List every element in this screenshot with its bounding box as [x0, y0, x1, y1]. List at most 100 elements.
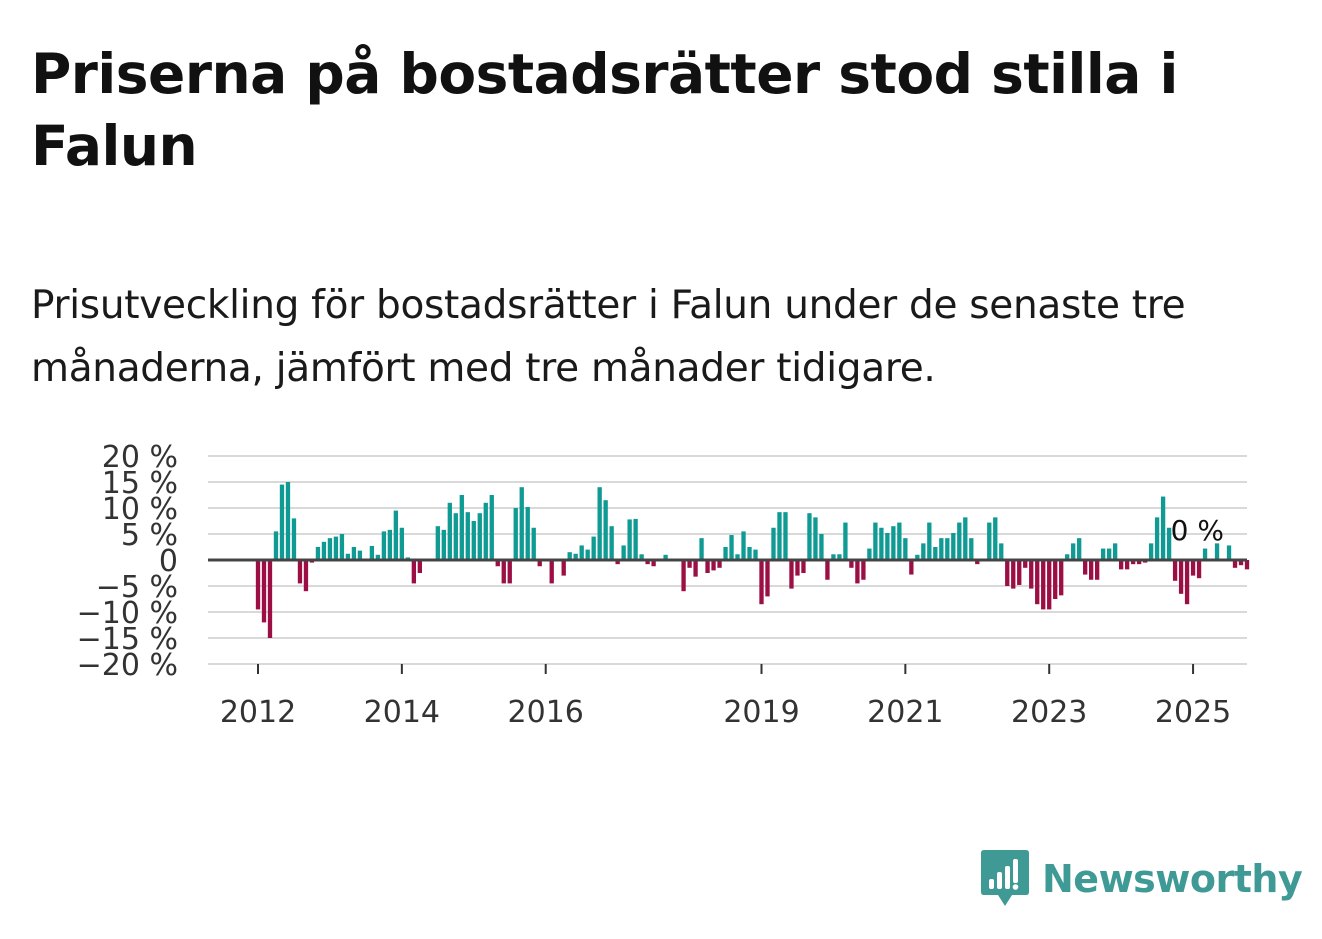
bar	[993, 517, 998, 560]
bar	[651, 560, 656, 567]
bar	[807, 513, 812, 560]
bar	[339, 534, 345, 560]
bar	[915, 554, 920, 560]
bar	[261, 560, 267, 623]
bar	[645, 560, 650, 565]
bar	[315, 547, 321, 560]
bar	[1172, 560, 1178, 581]
bar	[1089, 560, 1094, 580]
bar	[387, 529, 393, 560]
bar	[525, 506, 530, 560]
bar	[1083, 560, 1088, 575]
bar	[843, 522, 848, 560]
bar	[321, 541, 327, 560]
bar	[1154, 517, 1160, 560]
bar	[501, 560, 506, 584]
bar	[999, 543, 1004, 560]
bar	[459, 495, 464, 560]
bar	[453, 513, 458, 560]
bar	[909, 560, 914, 575]
bar	[1160, 496, 1166, 560]
y-tick-label: 20 %	[102, 440, 178, 475]
bar	[795, 560, 800, 576]
bar	[783, 512, 788, 560]
bar	[615, 560, 620, 565]
bar	[579, 545, 584, 560]
bar	[1178, 560, 1184, 594]
bar	[687, 560, 692, 568]
x-tick-label: 2019	[723, 695, 799, 730]
bar	[735, 554, 740, 560]
bar	[1017, 560, 1022, 585]
bar	[765, 560, 770, 597]
bar	[399, 527, 405, 560]
bar	[1035, 560, 1040, 605]
bar	[435, 526, 440, 560]
bar	[747, 547, 752, 560]
bar	[897, 522, 902, 560]
bar	[1047, 560, 1052, 610]
bar	[723, 547, 728, 560]
bar	[867, 548, 872, 560]
bar	[771, 527, 776, 560]
bar	[873, 522, 878, 560]
bar	[531, 527, 536, 560]
bar	[699, 538, 704, 560]
bar	[903, 538, 908, 560]
bar	[951, 532, 956, 560]
last-value-label: 0 %	[1171, 514, 1224, 547]
bar	[345, 553, 351, 560]
bar	[759, 560, 764, 605]
bar	[957, 522, 962, 560]
bar	[693, 560, 698, 577]
bar	[729, 535, 734, 560]
bar	[303, 560, 309, 592]
bar	[1148, 543, 1154, 560]
bar	[465, 512, 470, 560]
brand-name: Newsworthy	[1042, 857, 1303, 901]
bar	[513, 508, 518, 560]
bar	[1065, 554, 1070, 560]
x-tick-label: 2014	[364, 695, 440, 730]
bar	[627, 519, 632, 560]
bar	[267, 560, 273, 638]
bar	[861, 560, 866, 580]
newsworthy-logo-icon	[981, 850, 1029, 906]
bar	[1106, 548, 1112, 560]
chart-subtitle: Prisutveckling för bostadsrätter i Falun…	[31, 283, 1186, 391]
bar	[1077, 538, 1082, 560]
bar	[969, 538, 974, 560]
bar	[591, 536, 596, 560]
bar	[705, 560, 710, 573]
bar	[1136, 560, 1142, 565]
x-tick-label: 2012	[220, 695, 296, 730]
x-tick-label: 2025	[1155, 695, 1231, 730]
bar	[1095, 560, 1100, 580]
x-axis-ticks: 2012 2014 2016 2019 2021 2023 2025	[220, 664, 1231, 730]
bar	[327, 538, 333, 560]
bar	[885, 532, 890, 560]
bars	[255, 482, 1250, 638]
bar	[333, 536, 339, 560]
bar	[639, 554, 644, 560]
bar	[819, 534, 824, 560]
bar	[1184, 560, 1190, 605]
bar	[447, 502, 452, 560]
bar	[351, 547, 357, 560]
bar	[1112, 543, 1118, 560]
bar	[1190, 560, 1196, 576]
bar	[1166, 527, 1172, 560]
bar	[1071, 543, 1076, 560]
bar	[717, 560, 722, 568]
bar	[567, 552, 572, 560]
bar	[1118, 560, 1124, 570]
bar	[585, 549, 590, 560]
y-tick-label: −15 %	[77, 622, 178, 657]
bar	[393, 510, 399, 560]
bar	[561, 560, 566, 576]
bar	[1214, 543, 1220, 560]
bar	[813, 517, 818, 560]
bar	[1130, 560, 1136, 565]
x-tick-label: 2023	[1011, 695, 1087, 730]
bar	[633, 518, 638, 560]
